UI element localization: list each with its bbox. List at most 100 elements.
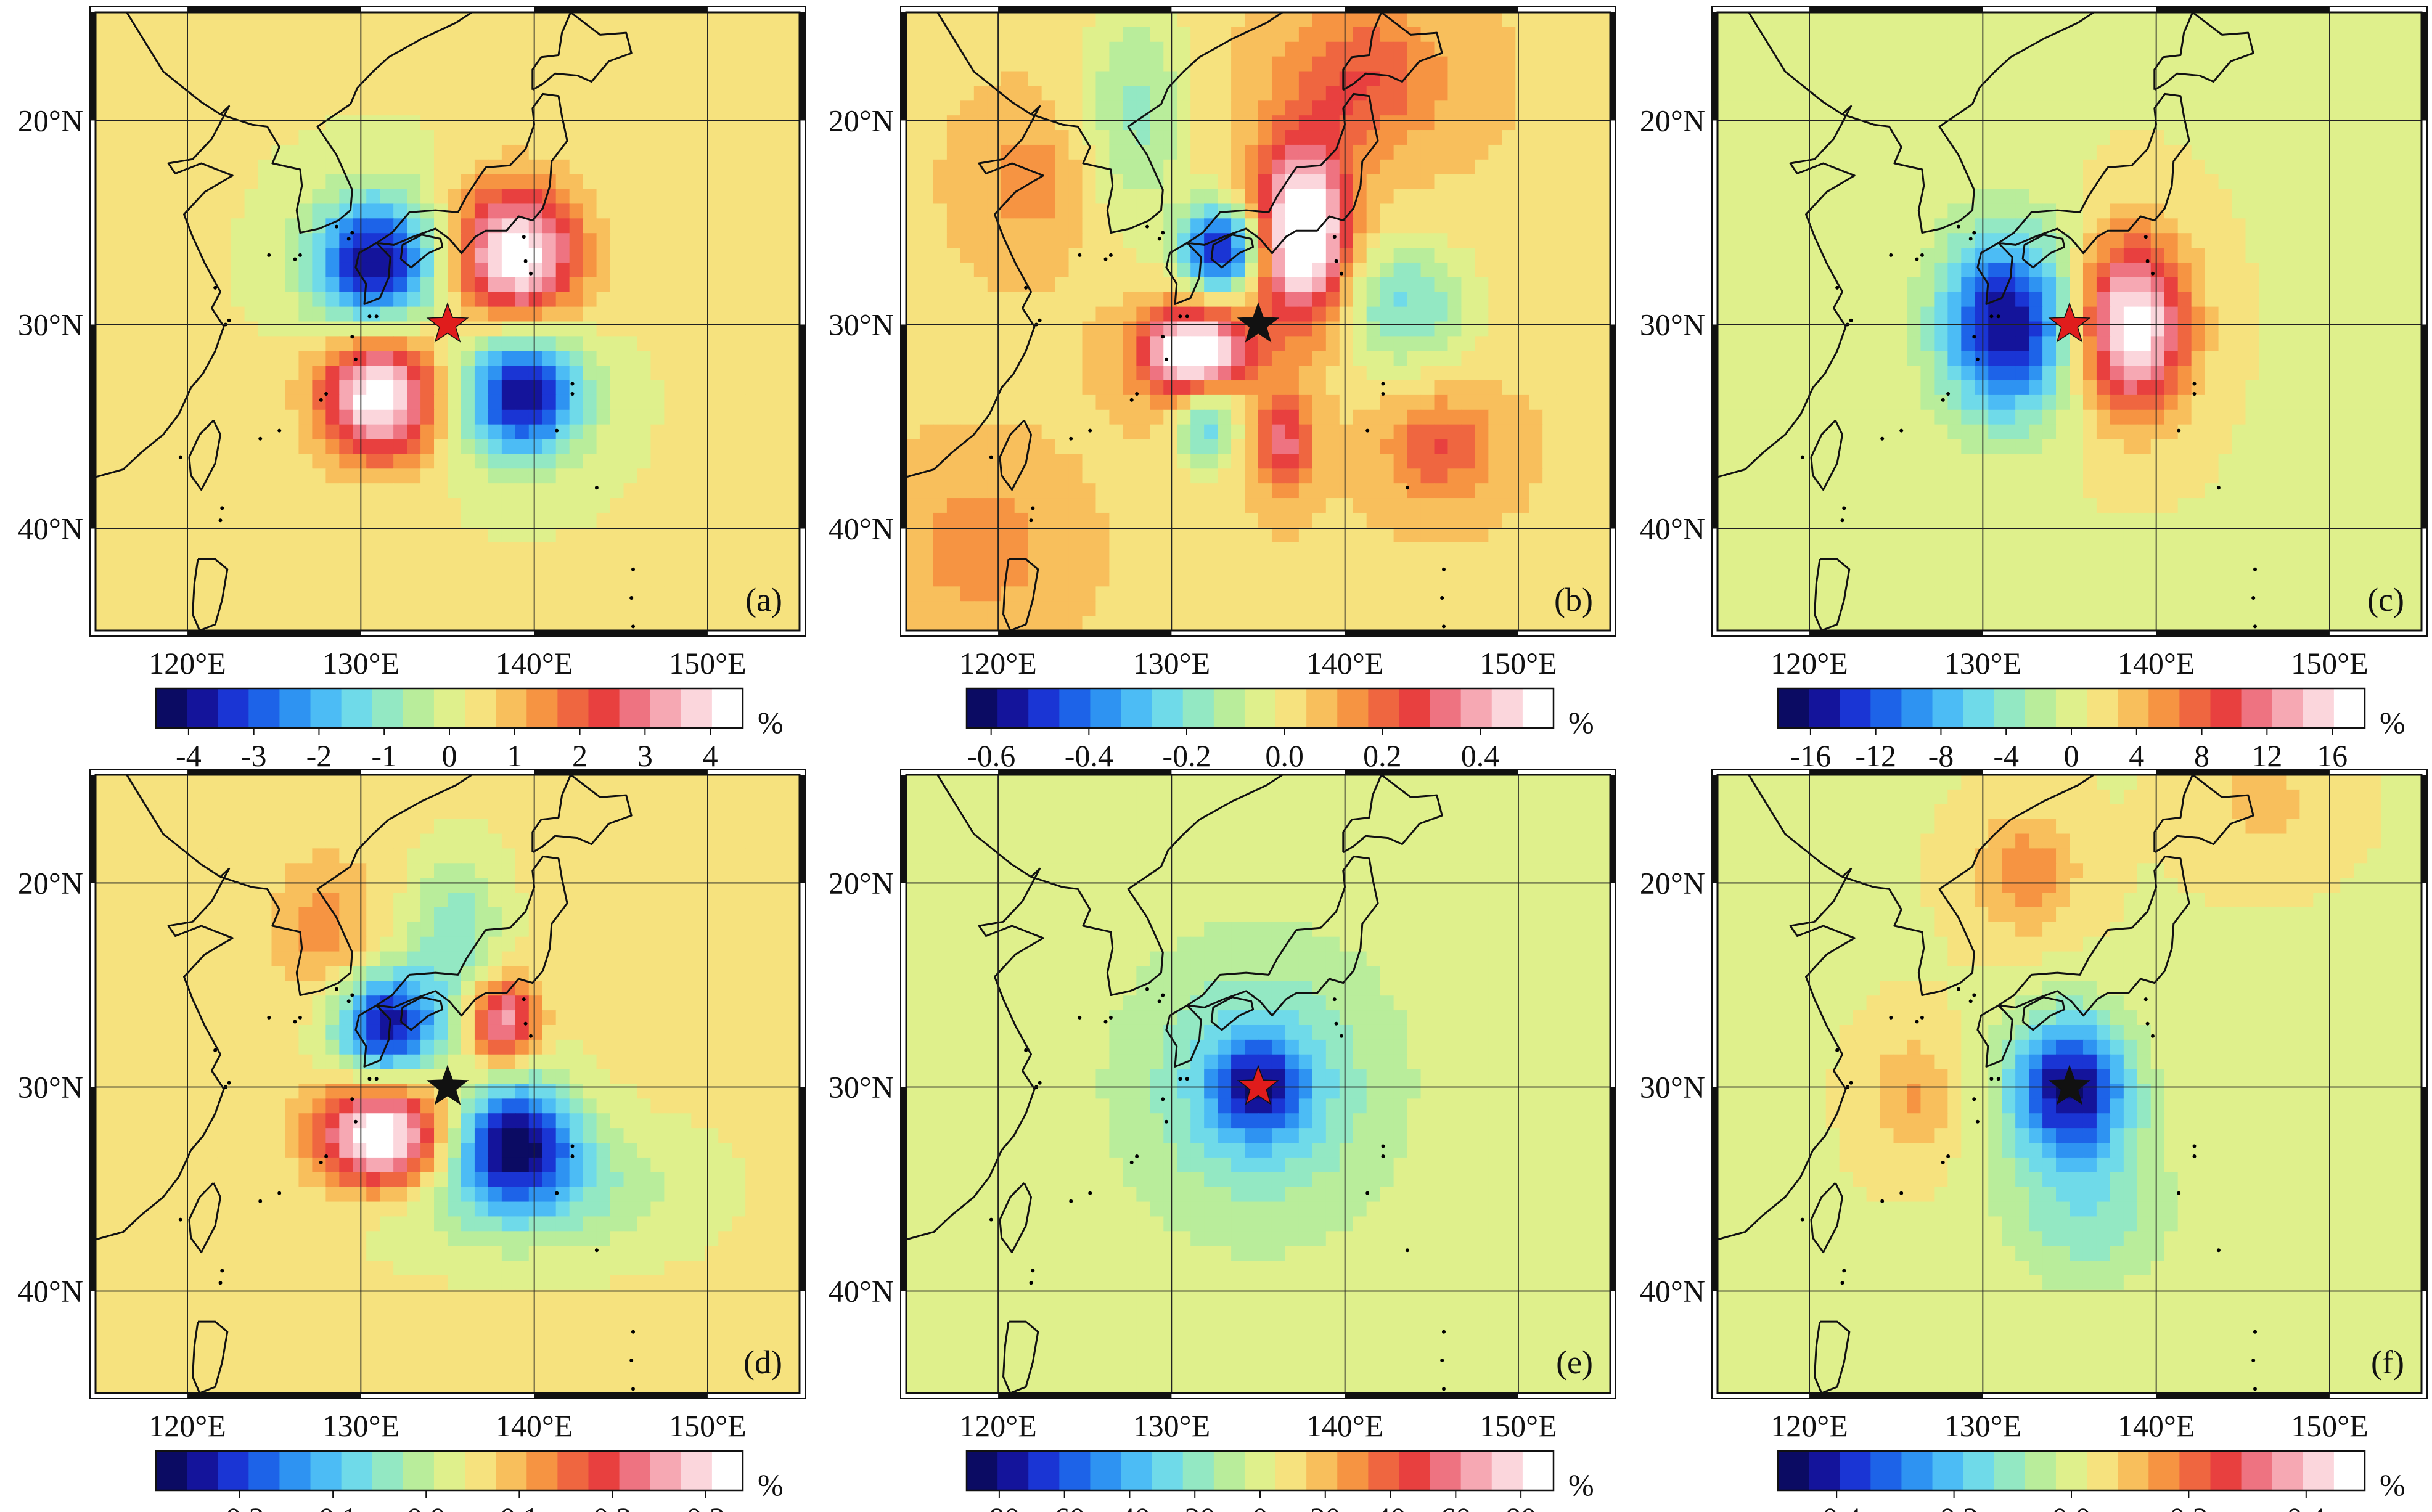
field-cell	[1068, 218, 1083, 234]
field-cell	[1570, 71, 1584, 87]
field-cell	[2272, 56, 2287, 72]
field-cell	[1150, 86, 1165, 102]
field-cell	[2029, 12, 2043, 28]
field-cell	[1515, 336, 1530, 352]
field-cell	[339, 542, 354, 558]
island	[353, 357, 358, 361]
field-cell	[1502, 306, 1517, 322]
field-cell	[1231, 277, 1245, 293]
field-cell	[933, 616, 948, 631]
field-cell	[122, 512, 137, 528]
field-cell	[298, 336, 313, 352]
field-cell	[664, 336, 679, 352]
field-cell	[501, 248, 516, 263]
field-cell	[1123, 394, 1137, 411]
frame-outer	[900, 6, 1616, 637]
field-cell	[1380, 262, 1394, 278]
field-cell	[312, 144, 327, 160]
field-cell	[1298, 483, 1313, 499]
field-cell	[1325, 100, 1340, 116]
field-cell	[1082, 409, 1097, 425]
field-cell	[1218, 100, 1232, 116]
field-cell	[933, 571, 948, 587]
field-cell	[542, 277, 557, 293]
field-cell	[312, 409, 327, 425]
field-cell	[1488, 233, 1503, 248]
field-cell	[745, 336, 759, 352]
field-cell	[1339, 439, 1354, 455]
field-cell	[569, 130, 584, 145]
field-cell	[1570, 351, 1584, 366]
field-cell	[906, 262, 920, 278]
field-cell	[1461, 71, 1476, 87]
field-cell	[1407, 512, 1422, 528]
field-cell	[610, 218, 624, 234]
field-cell	[1068, 571, 1083, 587]
field-cell	[705, 454, 719, 470]
field-cell	[1447, 115, 1462, 131]
field-cell	[569, 424, 584, 440]
field-cell	[136, 380, 150, 396]
field-cell	[691, 512, 706, 528]
field-cell	[1055, 571, 1070, 587]
field-cell	[1597, 512, 1610, 528]
field-cell	[1190, 86, 1205, 102]
field-cell	[339, 498, 354, 513]
field-cell	[623, 394, 638, 411]
field-cell	[1353, 512, 1367, 528]
field-cell	[2164, 41, 2179, 57]
field-cell	[1488, 115, 1503, 131]
field-cell	[732, 424, 746, 440]
field-cell	[1068, 336, 1083, 352]
field-cell	[1001, 71, 1015, 87]
field-cell	[1109, 27, 1124, 43]
field-cell	[149, 41, 164, 57]
field-cell	[1515, 394, 1530, 411]
field-cell	[1068, 380, 1083, 396]
field-cell	[501, 292, 516, 308]
field-cell	[1177, 601, 1191, 616]
field-cell	[298, 159, 313, 175]
field-cell	[1258, 262, 1272, 278]
field-cell	[542, 248, 557, 263]
field-cell	[678, 571, 692, 587]
field-cell	[1055, 454, 1070, 470]
field-cell	[946, 424, 961, 440]
field-cell	[339, 468, 354, 484]
field-cell	[1190, 115, 1205, 131]
field-cell	[407, 115, 421, 131]
field-cell	[1515, 189, 1530, 205]
field-cell	[1339, 277, 1354, 293]
field-cell	[2205, 115, 2219, 131]
field-cell	[271, 380, 286, 396]
field-cell	[1150, 468, 1165, 484]
field-cell	[393, 321, 407, 337]
field-cell	[650, 380, 665, 396]
field-cell	[1366, 483, 1381, 499]
field-cell	[108, 56, 123, 72]
field-cell	[380, 454, 394, 470]
field-cell	[1190, 557, 1205, 573]
field-cell	[1271, 366, 1286, 381]
field-cell	[650, 351, 665, 366]
field-cell	[420, 424, 435, 440]
field-cell	[1353, 468, 1367, 484]
field-cell	[569, 159, 584, 175]
field-cell	[353, 616, 367, 631]
field-cell	[946, 409, 961, 425]
field-cell	[1866, 86, 1881, 102]
field-cell	[1488, 601, 1503, 616]
field-cell	[1325, 601, 1340, 616]
field-cell	[1298, 233, 1313, 248]
field-cell	[1353, 616, 1367, 631]
field-cell	[393, 424, 407, 440]
field-cell	[1380, 115, 1394, 131]
field-cell	[366, 336, 380, 352]
field-cell	[1271, 601, 1286, 616]
field-cell	[136, 571, 150, 587]
field-cell	[1095, 71, 1110, 87]
field-cell	[1150, 454, 1165, 470]
field-cell	[203, 248, 218, 263]
field-cell	[1001, 306, 1015, 322]
field-cell	[732, 527, 746, 543]
